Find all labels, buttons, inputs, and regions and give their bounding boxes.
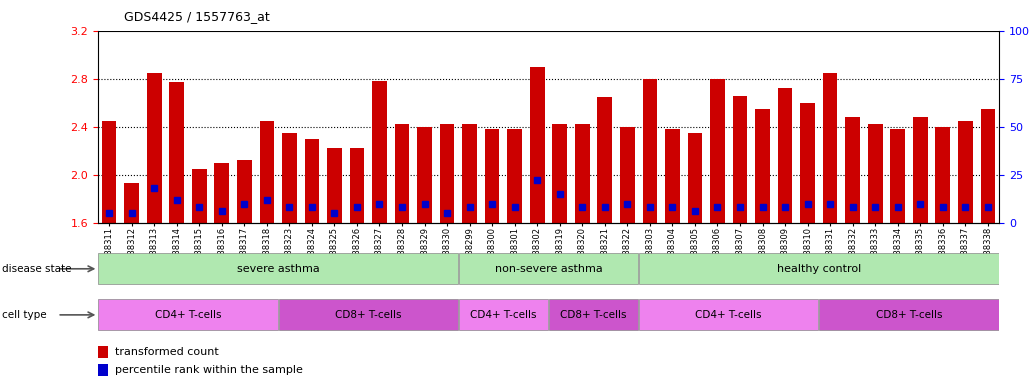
Bar xyxy=(846,117,860,223)
Bar xyxy=(147,73,162,223)
Bar xyxy=(665,129,680,223)
Bar xyxy=(328,148,342,223)
Bar xyxy=(823,73,837,223)
Text: GDS4425 / 1557763_at: GDS4425 / 1557763_at xyxy=(124,10,270,23)
Bar xyxy=(552,124,568,223)
Bar xyxy=(688,133,702,223)
Bar xyxy=(710,79,725,223)
Bar xyxy=(620,127,634,223)
Bar xyxy=(643,79,657,223)
Bar xyxy=(417,127,432,223)
Bar xyxy=(98,300,278,330)
Text: healthy control: healthy control xyxy=(777,264,861,274)
Bar xyxy=(913,117,928,223)
Bar xyxy=(935,127,950,223)
Bar xyxy=(372,81,387,223)
Text: cell type: cell type xyxy=(2,310,46,320)
Bar xyxy=(260,121,274,223)
Bar xyxy=(462,124,477,223)
Bar xyxy=(597,97,612,223)
Bar xyxy=(529,67,545,223)
Bar xyxy=(458,300,548,330)
Bar xyxy=(508,129,522,223)
Text: CD4+ T-cells: CD4+ T-cells xyxy=(695,310,762,320)
Bar xyxy=(639,300,819,330)
Bar xyxy=(125,183,139,223)
Bar xyxy=(800,103,815,223)
Bar xyxy=(278,300,458,330)
Bar xyxy=(214,163,229,223)
Bar xyxy=(819,300,999,330)
Bar xyxy=(755,109,769,223)
Bar xyxy=(282,133,297,223)
Bar xyxy=(575,124,589,223)
Bar xyxy=(98,364,108,376)
Bar xyxy=(868,124,883,223)
Text: CD4+ T-cells: CD4+ T-cells xyxy=(470,310,537,320)
Bar xyxy=(237,161,251,223)
Text: non-severe asthma: non-severe asthma xyxy=(494,264,603,274)
Bar xyxy=(890,129,905,223)
Bar xyxy=(102,121,116,223)
Bar xyxy=(778,88,792,223)
Bar xyxy=(958,121,972,223)
Text: disease state: disease state xyxy=(2,264,71,274)
Bar xyxy=(549,300,639,330)
Bar xyxy=(349,148,365,223)
Text: CD4+ T-cells: CD4+ T-cells xyxy=(154,310,221,320)
Bar xyxy=(305,139,319,223)
Text: transformed count: transformed count xyxy=(115,347,218,357)
Bar xyxy=(98,346,108,358)
Bar xyxy=(639,253,999,284)
Text: CD8+ T-cells: CD8+ T-cells xyxy=(335,310,402,320)
Bar xyxy=(485,129,500,223)
Bar xyxy=(732,96,748,223)
Bar xyxy=(981,109,995,223)
Text: percentile rank within the sample: percentile rank within the sample xyxy=(115,365,303,375)
Bar xyxy=(458,253,639,284)
Bar xyxy=(169,82,184,223)
Bar xyxy=(394,124,409,223)
Bar xyxy=(98,253,458,284)
Text: CD8+ T-cells: CD8+ T-cells xyxy=(876,310,942,320)
Text: severe asthma: severe asthma xyxy=(237,264,319,274)
Bar xyxy=(192,169,207,223)
Bar xyxy=(440,124,454,223)
Text: CD8+ T-cells: CD8+ T-cells xyxy=(560,310,627,320)
